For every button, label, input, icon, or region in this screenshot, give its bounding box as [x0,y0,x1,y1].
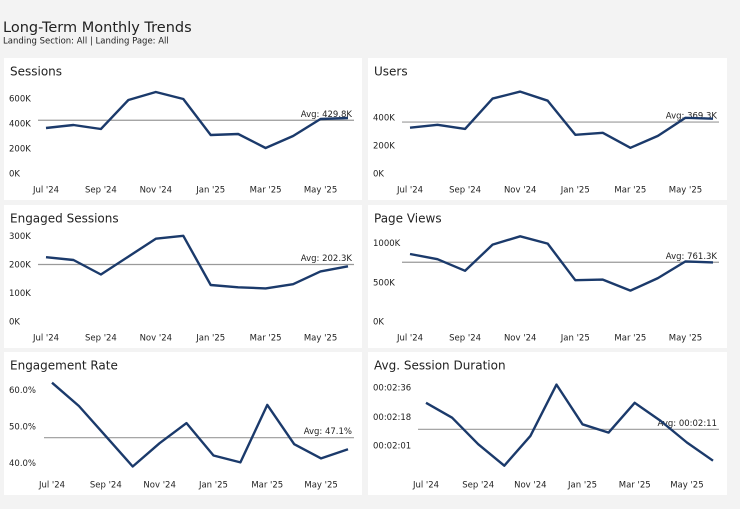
x-tick-label: May '25 [669,186,702,196]
y-tick-label: 300K [9,232,31,242]
panel-title: Engaged Sessions [10,212,119,226]
x-tick-label: Jan '25 [567,481,597,491]
x-tick-label: Mar '25 [614,186,646,196]
x-tick-label: Nov '24 [143,481,175,491]
y-tick-label: 400K [9,120,31,130]
x-tick-label: Sep '24 [449,334,481,344]
y-tick-label: 0K [373,318,384,328]
trend-line [409,90,714,149]
y-tick-label: 1000K [373,239,401,249]
y-tick-label: 40.0% [9,459,36,469]
y-tick-label: 400K [373,113,395,123]
average-label: Avg: 369.3K [666,112,718,122]
x-tick-label: Nov '24 [504,334,536,344]
x-tick-label: Mar '25 [619,481,651,491]
panel [368,205,727,348]
x-tick-label: May '25 [304,334,337,344]
x-tick-label: Nov '24 [504,186,536,196]
x-tick-label: Jul '24 [32,334,59,344]
panel-title: Users [374,65,408,79]
x-tick-label: Jul '24 [32,186,59,196]
page-subtitle: Landing Section: All | Landing Page: All [3,37,169,47]
x-tick-label: Mar '25 [250,186,282,196]
trend-line [45,90,349,150]
x-tick-label: Jul '24 [412,481,439,491]
average-label: Avg: 47.1% [304,427,352,437]
x-tick-label: Sep '24 [449,186,481,196]
x-tick-label: Nov '24 [140,334,172,344]
x-tick-label: Jul '24 [396,334,423,344]
y-tick-label: 200K [373,141,395,151]
y-tick-label: 00:02:01 [373,441,411,451]
y-tick-label: 200K [9,261,31,271]
panel-title: Engagement Rate [10,359,118,373]
x-tick-label: Jan '25 [195,334,225,344]
y-tick-label: 0K [373,170,384,180]
x-tick-label: Jul '24 [38,481,65,491]
panel [4,58,362,200]
panel-title: Avg. Session Duration [374,359,506,373]
x-tick-label: Mar '25 [250,334,282,344]
y-tick-label: 00:02:36 [373,383,411,393]
x-tick-label: Jan '25 [560,186,590,196]
x-tick-label: May '25 [304,186,337,196]
x-tick-label: Mar '25 [614,334,646,344]
x-tick-label: Jan '25 [560,334,590,344]
trend-line [425,383,714,467]
y-tick-label: 600K [9,95,31,105]
average-label: Avg: 202.3K [301,254,353,264]
x-tick-label: Jan '25 [198,481,228,491]
x-tick-label: Nov '24 [514,481,546,491]
page-title: Long-Term Monthly Trends [3,20,192,36]
panel-title: Page Views [374,212,442,226]
trend-line [409,235,714,292]
trend-line [51,381,349,468]
y-tick-label: 200K [9,145,31,155]
trend-line [45,234,349,290]
x-tick-label: Sep '24 [85,334,117,344]
x-tick-label: Sep '24 [462,481,494,491]
y-tick-label: 00:02:18 [373,413,411,423]
panel [4,205,362,348]
y-tick-label: 500K [373,278,395,288]
panel [4,352,362,495]
x-tick-label: Jul '24 [396,186,423,196]
average-label: Avg: 761.3K [666,252,718,262]
y-tick-label: 60.0% [9,386,36,396]
y-tick-label: 0K [9,170,20,180]
x-tick-label: Nov '24 [140,186,172,196]
x-tick-label: Mar '25 [251,481,283,491]
x-tick-label: May '25 [304,481,337,491]
panel [368,352,727,495]
y-tick-label: 100K [9,289,31,299]
x-tick-label: Jan '25 [195,186,225,196]
average-label: Avg: 429.8K [301,110,353,120]
y-tick-label: 50.0% [9,423,36,433]
panel-title: Sessions [10,65,62,79]
x-tick-label: May '25 [670,481,703,491]
x-tick-label: May '25 [669,334,702,344]
panel [368,58,727,200]
x-tick-label: Sep '24 [85,186,117,196]
x-tick-label: Sep '24 [90,481,122,491]
y-tick-label: 0K [9,318,20,328]
average-label: Avg: 00:02:11 [658,419,717,429]
